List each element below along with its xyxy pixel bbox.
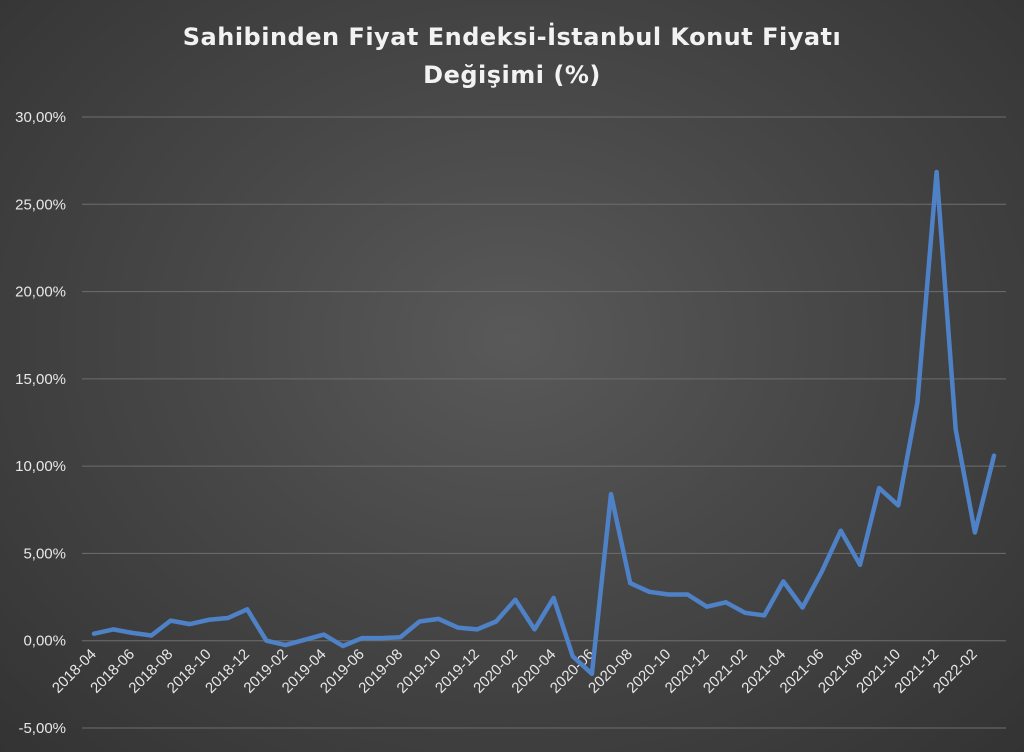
y-tick-label: 25,00% (15, 196, 66, 213)
x-axis: 2018-042018-062018-082018-102018-122019-… (49, 646, 981, 697)
y-tick-label: 0,00% (23, 633, 66, 650)
y-tick-label: 20,00% (15, 284, 66, 301)
y-axis: -5,00% 0,00% 5,00% 10,00% 15,00% 20,00% 25,00%… (15, 109, 66, 737)
y-tick-label: 5,00% (23, 545, 66, 562)
gridlines (82, 116, 1006, 729)
y-tick-label: 30,00% (15, 109, 66, 126)
chart-title: Sahibinden Fiyat Endeksi-İstanbul Konut … (0, 18, 1024, 94)
chart-title-line-1: Sahibinden Fiyat Endeksi-İstanbul Konut … (182, 23, 842, 51)
y-tick-label: 10,00% (15, 458, 66, 475)
chart-title-line-2: Değişimi (%) (423, 61, 601, 89)
y-tick-label: 15,00% (15, 371, 66, 388)
series-line (91, 169, 997, 677)
y-tick-label: -5,00% (18, 720, 66, 737)
series-group (91, 169, 997, 677)
